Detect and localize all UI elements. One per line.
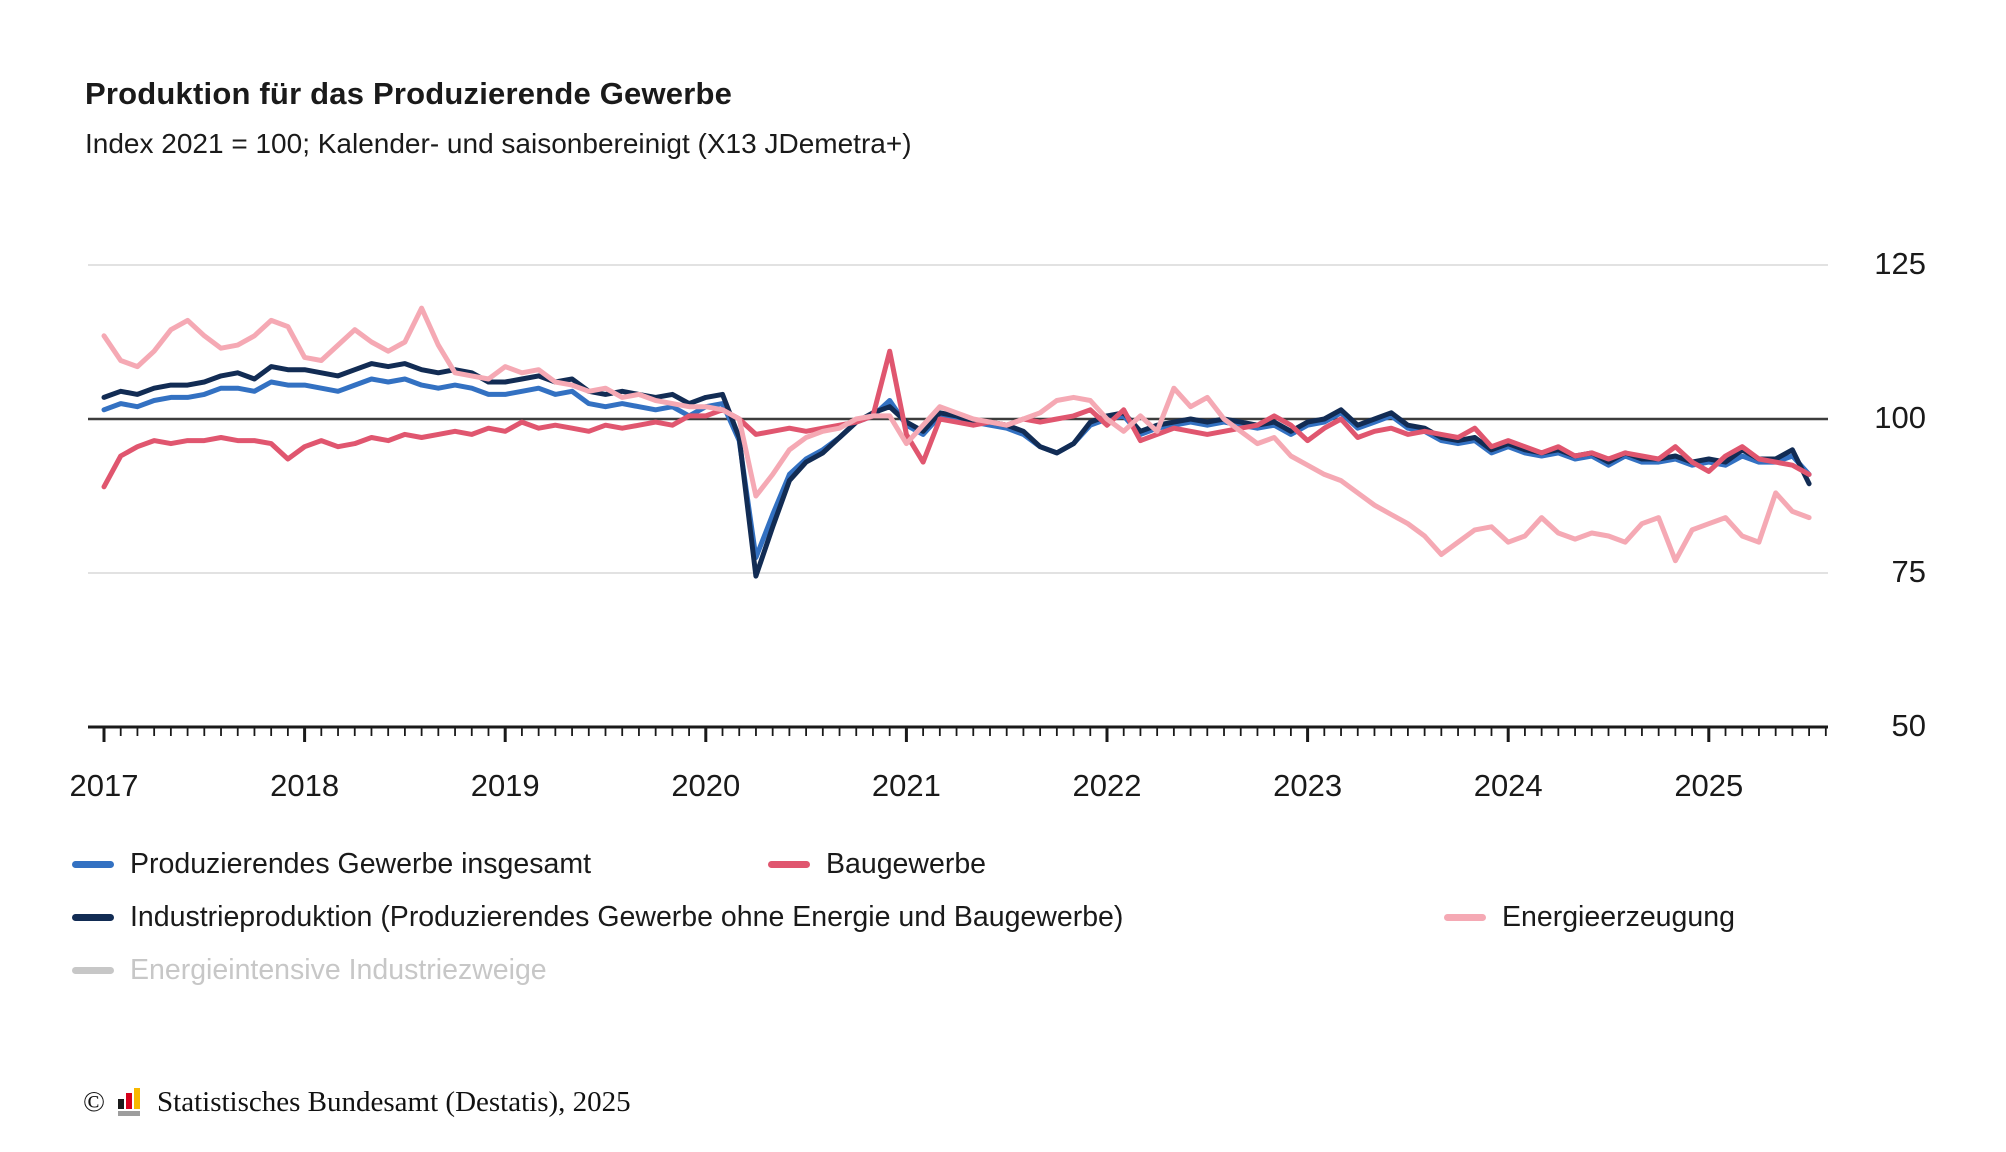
legend-item-4[interactable]: Energieintensive Industriezweige (72, 952, 547, 988)
y-tick-label-50: 50 (1891, 708, 1926, 743)
page-subtitle: Index 2021 = 100; Kalender- und saisonbe… (85, 128, 912, 159)
destatis-logo-icon (118, 1087, 141, 1116)
legend-swatch-icon (72, 860, 114, 868)
legend-swatch-icon (768, 860, 810, 868)
legend-label: Energieerzeugung (1502, 900, 1735, 933)
x-tick-label-2022: 2022 (1072, 768, 1142, 803)
legend-label: Energieintensive Industriezweige (130, 953, 547, 986)
legend-label: Baugewerbe (826, 847, 987, 880)
x-tick-label-2020: 2020 (671, 768, 741, 803)
source-text: Statistisches Bundesamt (Destatis), 2025 (157, 1086, 631, 1118)
x-tick-label-2019: 2019 (470, 768, 540, 803)
series-line-0 (101, 376, 1812, 561)
series-line-2 (101, 348, 1812, 490)
legend-label: Produzierendes Gewerbe insgesamt (130, 847, 591, 880)
x-tick-label-2025: 2025 (1674, 768, 1744, 803)
legend-item-1[interactable]: Baugewerbe (768, 846, 986, 882)
legend-swatch-icon (72, 966, 114, 974)
x-tick-label-2018: 2018 (270, 768, 340, 803)
legend-item-3[interactable]: Energieerzeugung (1444, 899, 1735, 935)
x-tick-label-2023: 2023 (1273, 768, 1343, 803)
page-title: Produktion für das Produzierende Gewerbe (85, 76, 733, 111)
legend-swatch-icon (1444, 913, 1486, 921)
y-tick-label-75: 75 (1891, 554, 1926, 589)
x-tick-label-2024: 2024 (1473, 768, 1543, 803)
legend-label: Industrieproduktion (Produzierendes Gewe… (130, 900, 1124, 933)
copyright-symbol: © (83, 1086, 106, 1118)
legend-item-2[interactable]: Industrieproduktion (Produzierendes Gewe… (72, 899, 1123, 935)
source-note: © Statistisches Bundesamt (Destatis), 20… (83, 1086, 631, 1119)
y-tick-label-125: 125 (1874, 246, 1926, 281)
x-tick-label-2017: 2017 (69, 768, 139, 803)
x-tick-label-2021: 2021 (871, 768, 941, 803)
legend-swatch-icon (72, 913, 114, 921)
legend-item-0[interactable]: Produzierendes Gewerbe insgesamt (72, 846, 591, 882)
y-tick-label-100: 100 (1874, 400, 1926, 435)
series-line-1 (101, 361, 1812, 579)
series-line-3 (101, 305, 1812, 564)
